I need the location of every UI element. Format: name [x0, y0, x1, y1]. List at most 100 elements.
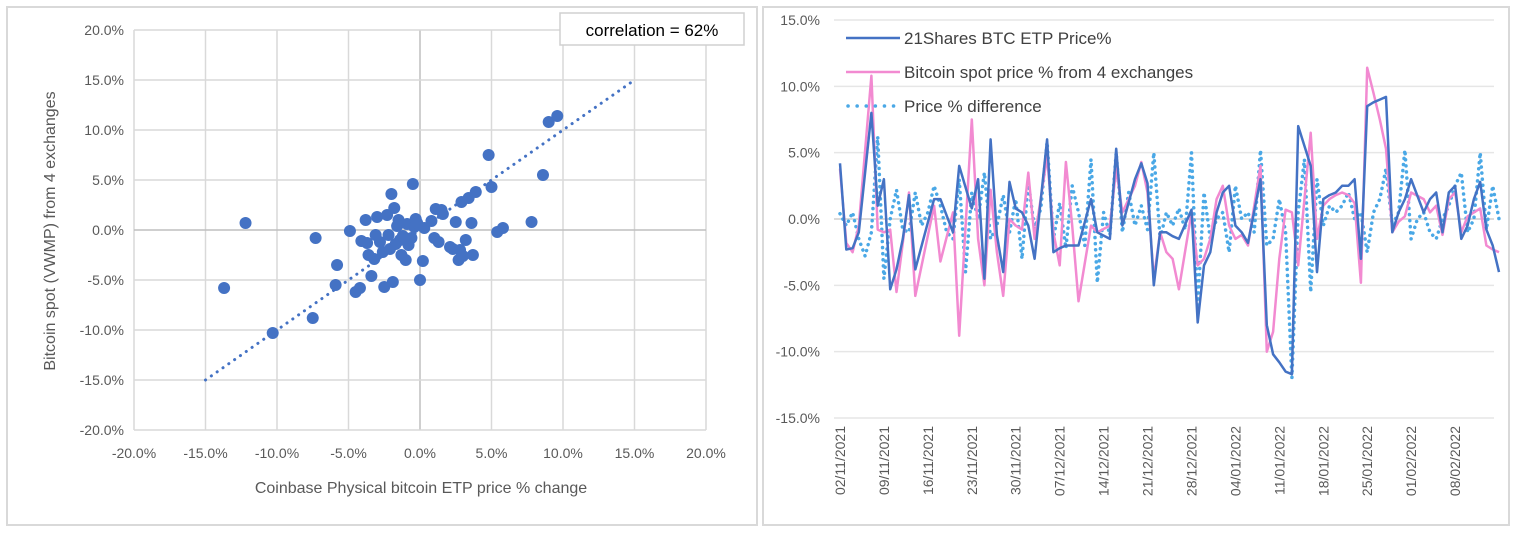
timeseries-y-tick-label: 15.0% — [780, 12, 820, 28]
scatter-point — [496, 222, 509, 234]
scatter-point — [459, 234, 472, 246]
timeseries-x-tick-label: 23/11/2021 — [964, 426, 980, 495]
scatter-x-ticks: -20.0% -15.0% -10.0% -5.0% 0.0% 5.0% 10.0% 15.0… — [112, 445, 726, 461]
legend-label-difference: Price % difference — [904, 97, 1042, 116]
timeseries-x-tick-label: 18/01/2022 — [1315, 426, 1331, 496]
scatter-point — [365, 270, 378, 282]
scatter-point — [485, 181, 498, 193]
timeseries-x-tick-label: 08/02/2022 — [1447, 426, 1463, 496]
scatter-y-tick-label: -20.0% — [80, 422, 124, 438]
scatter-point — [343, 225, 356, 237]
scatter-point — [405, 232, 418, 244]
scatter-point — [449, 216, 462, 228]
scatter-y-tick-label: 0.0% — [92, 222, 124, 238]
timeseries-x-tick-label: 21/12/2021 — [1140, 426, 1156, 496]
scatter-x-tick-label: 20.0% — [686, 445, 726, 461]
scatter-point — [239, 217, 252, 229]
scatter-y-tick-label: -10.0% — [80, 322, 124, 338]
timeseries-x-tick-label: 11/01/2022 — [1271, 426, 1287, 495]
scatter-y-tick-label: 20.0% — [84, 22, 124, 38]
scatter-point — [371, 211, 384, 223]
scatter-y-tick-label: 15.0% — [84, 72, 124, 88]
scatter-x-axis-title: Coinbase Physical bitcoin ETP price % ch… — [255, 480, 587, 497]
scatter-x-tick-label: 15.0% — [615, 445, 655, 461]
scatter-x-tick-label: 5.0% — [476, 445, 508, 461]
scatter-point — [406, 178, 419, 190]
scatter-point — [536, 169, 549, 181]
scatter-y-tick-label: 5.0% — [92, 172, 124, 188]
scatter-points — [218, 110, 564, 339]
scatter-point — [368, 253, 381, 265]
scatter-point — [432, 236, 445, 248]
timeseries-x-tick-label: 28/12/2021 — [1183, 426, 1199, 496]
timeseries-y-tick-label: -10.0% — [776, 344, 820, 360]
scatter-point — [353, 282, 366, 294]
timeseries-grid — [834, 19, 1494, 419]
scatter-chart: -20.0% -15.0% -10.0% -5.0% 0.0% 5.0% 10.0% 15.0… — [42, 12, 745, 497]
scatter-point — [306, 312, 319, 324]
timeseries-x-ticks: 02/11/2021 09/11/2021 16/11/2021 23/11/2021… — [832, 426, 1463, 496]
scatter-x-tick-label: -10.0% — [255, 445, 299, 461]
correlation-label: correlation = 62% — [586, 21, 719, 40]
scatter-x-tick-label: -20.0% — [112, 445, 156, 461]
scatter-point — [329, 279, 342, 291]
correlation-box — [559, 12, 745, 46]
scatter-y-ticks: 20.0% 15.0% 10.0% 5.0% 0.0% -5.0% -10.0% -15.0%… — [80, 22, 124, 438]
scatter-point — [542, 116, 555, 128]
series-line-etp — [838, 95, 1501, 376]
timeseries-y-tick-label: 0.0% — [788, 211, 820, 227]
scatter-point — [456, 250, 469, 262]
scatter-point — [482, 149, 495, 161]
legend-label-etp: 21Shares BTC ETP Price% — [904, 29, 1112, 48]
scatter-point — [416, 255, 429, 267]
scatter-point — [266, 327, 279, 339]
scatter-x-tick-label: -5.0% — [330, 445, 367, 461]
timeseries-y-tick-label: 5.0% — [788, 145, 820, 161]
scatter-point — [425, 215, 438, 227]
scatter-point — [399, 254, 412, 266]
scatter-point — [551, 110, 564, 122]
timeseries-x-tick-label: 14/12/2021 — [1096, 426, 1112, 496]
scatter-y-tick-label: 10.0% — [84, 122, 124, 138]
scatter-point — [465, 217, 478, 229]
scatter-point — [382, 229, 395, 241]
timeseries-legend: 21Shares BTC ETP Price% Bitcoin spot pri… — [846, 29, 1193, 116]
timeseries-x-tick-label: 09/11/2021 — [876, 426, 892, 495]
timeseries-chart-panel: 15.0% 10.0% 5.0% 0.0% -5.0% -10.0% -15.0% 02/1… — [762, 6, 1510, 526]
timeseries-y-tick-label: 10.0% — [780, 78, 820, 94]
timeseries-x-tick-label: 30/11/2021 — [1008, 426, 1024, 495]
scatter-chart-panel: -20.0% -15.0% -10.0% -5.0% 0.0% 5.0% 10.0% 15.0… — [6, 6, 758, 526]
scatter-point — [414, 274, 426, 286]
legend-label-spot: Bitcoin spot price % from 4 exchanges — [904, 63, 1193, 82]
scatter-x-tick-label: 10.0% — [543, 445, 583, 461]
timeseries-x-tick-label: 16/11/2021 — [920, 426, 936, 495]
scatter-point — [331, 259, 344, 271]
scatter-point — [388, 202, 401, 214]
scatter-point — [525, 216, 538, 228]
scatter-y-tick-label: -5.0% — [87, 272, 124, 288]
timeseries-y-tick-label: -15.0% — [776, 410, 820, 426]
scatter-y-axis-title: Bitcoin spot (VWMP) from 4 exchanges — [42, 91, 59, 370]
timeseries-y-ticks: 15.0% 10.0% 5.0% 0.0% -5.0% -10.0% -15.0% — [776, 12, 820, 426]
scatter-point — [361, 237, 374, 249]
timeseries-x-tick-label: 02/11/2021 — [832, 426, 848, 495]
timeseries-x-tick-label: 04/01/2022 — [1227, 426, 1243, 496]
scatter-point — [385, 188, 398, 200]
scatter-point — [359, 214, 372, 226]
scatter-x-tick-label: 0.0% — [404, 445, 436, 461]
scatter-point — [469, 186, 482, 198]
timeseries-chart: 15.0% 10.0% 5.0% 0.0% -5.0% -10.0% -15.0% 02/1… — [776, 12, 1501, 496]
timeseries-x-tick-label: 01/02/2022 — [1403, 426, 1419, 496]
scatter-y-tick-label: -15.0% — [80, 372, 124, 388]
scatter-point — [373, 236, 386, 248]
scatter-point — [309, 232, 322, 244]
scatter-point — [386, 276, 399, 288]
scatter-point — [466, 249, 479, 261]
timeseries-x-tick-label: 25/01/2022 — [1359, 426, 1375, 496]
timeseries-x-tick-label: 07/12/2021 — [1052, 426, 1068, 496]
scatter-x-tick-label: -15.0% — [183, 445, 227, 461]
timeseries-series — [838, 66, 1501, 380]
scatter-point — [436, 208, 449, 220]
timeseries-y-tick-label: -5.0% — [783, 277, 820, 293]
scatter-point — [218, 282, 231, 294]
